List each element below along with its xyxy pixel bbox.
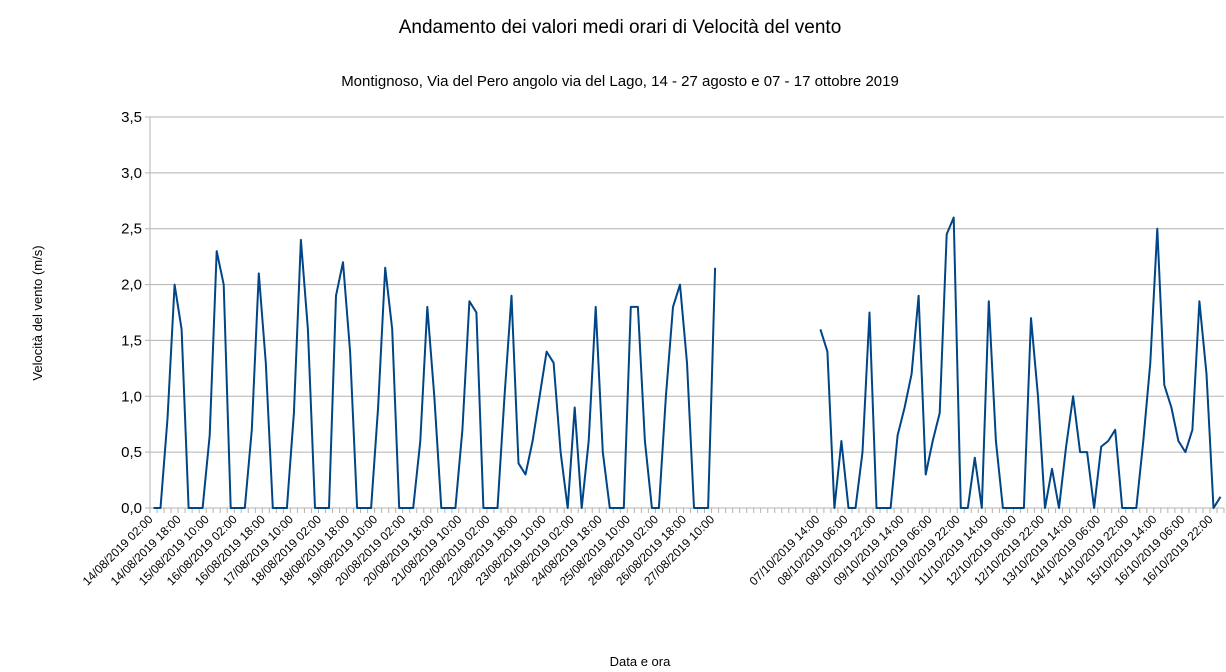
y-tick-label: 0,0: [121, 500, 142, 517]
y-tick-label: 3,5: [121, 109, 142, 126]
x-axis-label: Data e ora: [610, 654, 671, 669]
y-tick-label: 0,5: [121, 444, 142, 461]
chart-title: Andamento dei valori medi orari di Veloc…: [399, 17, 842, 38]
y-tick-label: 1,0: [121, 388, 142, 405]
y-tick-label: 3,0: [121, 165, 142, 182]
y-axis-label: Velocità del vento (m/s): [30, 245, 45, 380]
data-line: [819, 216, 1222, 509]
data-line: [153, 238, 717, 509]
y-tick-label: 1,5: [121, 332, 142, 349]
y-tick-label: 2,0: [121, 277, 142, 294]
chart-subtitle: Montignoso, Via del Pero angolo via del …: [341, 73, 899, 90]
y-tick-label: 2,5: [121, 221, 142, 238]
